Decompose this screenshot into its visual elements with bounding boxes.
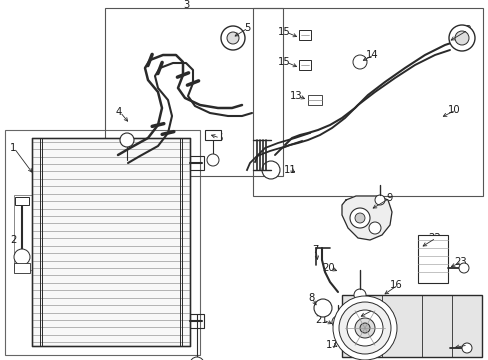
Circle shape [374, 195, 384, 205]
Polygon shape [341, 196, 391, 240]
Circle shape [458, 263, 468, 273]
Circle shape [226, 32, 239, 44]
Circle shape [353, 289, 365, 301]
Circle shape [354, 318, 374, 338]
Bar [15, 197, 29, 205]
Circle shape [206, 154, 219, 166]
Circle shape [368, 222, 380, 234]
Text: 1: 1 [10, 143, 16, 153]
Text: 12: 12 [459, 25, 472, 35]
Text: 3: 3 [183, 0, 189, 10]
Text: 18: 18 [459, 340, 472, 350]
Bar [204, 130, 221, 140]
Bar [5, 130, 200, 355]
Circle shape [313, 299, 331, 317]
Text: 6: 6 [216, 133, 222, 143]
Bar [190, 156, 203, 170]
Circle shape [332, 296, 396, 360]
Text: 20: 20 [321, 263, 334, 273]
Text: 15: 15 [278, 57, 290, 67]
Text: 8: 8 [307, 293, 314, 303]
Text: 11: 11 [284, 165, 296, 175]
Text: 7: 7 [311, 245, 318, 255]
Text: 15: 15 [278, 27, 290, 37]
Bar [14, 263, 30, 273]
Bar [307, 95, 321, 105]
Bar [32, 138, 190, 346]
Circle shape [346, 310, 382, 346]
Circle shape [349, 208, 369, 228]
Circle shape [359, 323, 369, 333]
Circle shape [454, 31, 468, 45]
Circle shape [190, 357, 203, 360]
Text: 21: 21 [314, 315, 327, 325]
Bar [417, 235, 447, 283]
Text: 10: 10 [447, 105, 460, 115]
Circle shape [352, 55, 366, 69]
Text: 19: 19 [364, 305, 377, 315]
Bar [298, 60, 310, 70]
Circle shape [448, 25, 474, 51]
Text: 13: 13 [289, 91, 302, 101]
Bar [190, 314, 203, 328]
Text: 5: 5 [244, 23, 250, 33]
Text: 9: 9 [385, 193, 391, 203]
Circle shape [461, 343, 471, 353]
Text: 17: 17 [325, 340, 338, 350]
Text: 14: 14 [365, 50, 378, 60]
Text: 16: 16 [389, 280, 402, 290]
Circle shape [338, 302, 390, 354]
Text: 23: 23 [453, 257, 466, 267]
Text: 22: 22 [427, 233, 440, 243]
Bar [298, 30, 310, 40]
Circle shape [354, 213, 364, 223]
Circle shape [331, 316, 343, 328]
Bar [341, 295, 481, 357]
Circle shape [120, 133, 134, 147]
Text: 2: 2 [10, 235, 16, 245]
Circle shape [262, 161, 280, 179]
Bar [14, 195, 66, 270]
Bar [252, 8, 482, 196]
Circle shape [221, 26, 244, 50]
Circle shape [14, 249, 30, 265]
Text: 4: 4 [116, 107, 122, 117]
Bar [105, 8, 283, 176]
